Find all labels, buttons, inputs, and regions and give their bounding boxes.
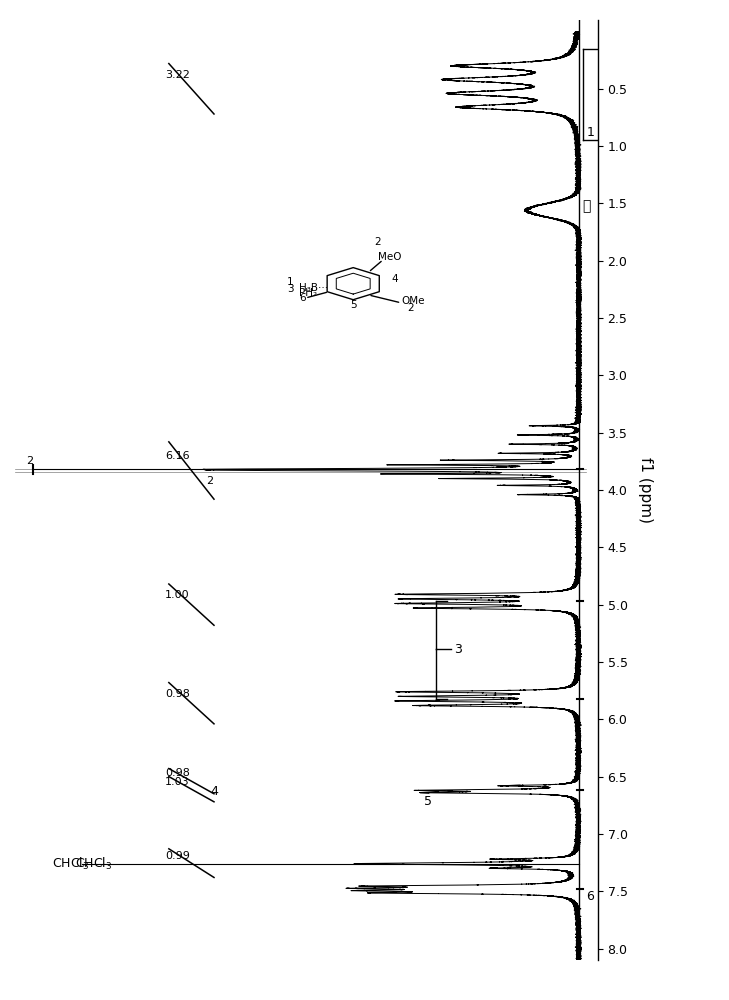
Text: 2: 2 bbox=[407, 303, 414, 313]
Text: 1.03: 1.03 bbox=[165, 777, 190, 787]
Text: 4: 4 bbox=[391, 274, 398, 284]
Text: 4: 4 bbox=[210, 785, 218, 798]
Text: MeO: MeO bbox=[378, 252, 401, 262]
Text: H₃B···: H₃B··· bbox=[299, 283, 328, 293]
Text: 0.98: 0.98 bbox=[165, 768, 190, 778]
Text: 5: 5 bbox=[424, 795, 432, 808]
Text: 5: 5 bbox=[350, 300, 356, 310]
Text: 0.99: 0.99 bbox=[165, 851, 190, 861]
Y-axis label: f1 (ppm): f1 (ppm) bbox=[637, 457, 652, 523]
Text: 1: 1 bbox=[287, 277, 294, 287]
Text: 3.22: 3.22 bbox=[165, 70, 190, 80]
Text: 6: 6 bbox=[586, 890, 594, 903]
Text: 3: 3 bbox=[454, 643, 462, 656]
Text: 0.98: 0.98 bbox=[165, 689, 190, 699]
Text: 6.16: 6.16 bbox=[165, 451, 190, 461]
Text: PH₂: PH₂ bbox=[299, 288, 317, 298]
Text: CHCl$_3$: CHCl$_3$ bbox=[75, 856, 112, 872]
Text: 水: 水 bbox=[582, 199, 590, 213]
Text: 2: 2 bbox=[206, 476, 214, 486]
Text: CHCl$_3$: CHCl$_3$ bbox=[52, 856, 90, 872]
Text: 2: 2 bbox=[26, 456, 33, 466]
Text: 1.00: 1.00 bbox=[165, 590, 190, 600]
Text: OMe: OMe bbox=[402, 296, 425, 306]
Text: 6: 6 bbox=[299, 293, 305, 303]
Text: 1: 1 bbox=[586, 126, 594, 139]
Text: 3: 3 bbox=[287, 284, 294, 294]
Text: 2: 2 bbox=[374, 237, 381, 247]
